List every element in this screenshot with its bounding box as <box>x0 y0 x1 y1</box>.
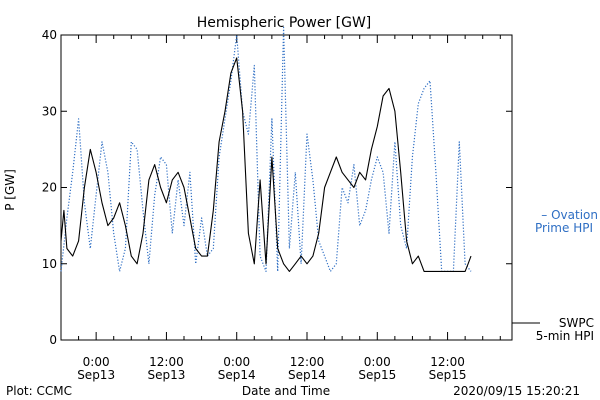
x-tick-label-time: 0:00 <box>223 355 250 369</box>
x-axis-label: Date and Time <box>242 384 330 398</box>
series-line-swpc <box>60 57 472 272</box>
series-layer <box>60 26 472 272</box>
footer-credit: Plot: CCMC <box>6 384 72 398</box>
x-tick-label-date: Sep14 <box>218 368 256 382</box>
legend-swpc: SWPC 5-min HPI <box>512 316 594 343</box>
x-tick-label-time: 12:00 <box>290 355 325 369</box>
x-tick-label-time: 0:00 <box>83 355 110 369</box>
x-tick-label-time: 12:00 <box>149 355 184 369</box>
y-axis-ticks: 0 10 20 30 40 <box>42 28 512 347</box>
legend-ovation: – Ovation Prime HPI <box>535 208 598 235</box>
chart-title: Hemispheric Power [GW] <box>197 15 372 31</box>
x-tick-label-date: Sep13 <box>77 368 115 382</box>
legend-ovation-line2: Prime HPI <box>535 221 593 235</box>
y-axis-label: P [GW] <box>3 169 17 211</box>
x-tick-label-time: 12:00 <box>430 355 465 369</box>
y-tick-label: 40 <box>42 28 57 42</box>
y-tick-label: 10 <box>42 257 57 271</box>
legend-swpc-line1: SWPC <box>559 316 594 330</box>
legend-swpc-line2: 5-min HPI <box>536 329 594 343</box>
y-tick-label: 20 <box>42 181 57 195</box>
x-tick-label-date: Sep13 <box>147 368 185 382</box>
x-tick-label-date: Sep15 <box>358 368 396 382</box>
x-tick-label-date: Sep14 <box>288 368 326 382</box>
y-tick-label: 30 <box>42 104 57 118</box>
series-line-ovation-prime <box>60 26 472 272</box>
x-tick-label-date: Sep15 <box>429 368 467 382</box>
x-axis-ticks: 0:00Sep1312:00Sep130:00Sep1412:00Sep140:… <box>60 35 501 382</box>
y-tick-label: 0 <box>49 333 57 347</box>
footer-timestamp: 2020/09/15 15:20:21 <box>453 384 580 398</box>
x-tick-label-time: 0:00 <box>364 355 391 369</box>
legend-ovation-line1: – Ovation <box>541 208 598 222</box>
